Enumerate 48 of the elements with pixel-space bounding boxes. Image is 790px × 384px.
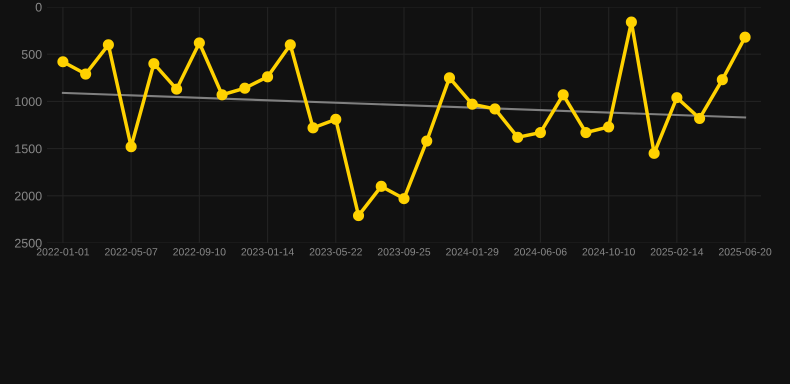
point [330, 114, 342, 125]
x-tick-label: 2024-01-29 [446, 248, 498, 256]
point [466, 98, 478, 110]
y-tick-label: 2500 [14, 238, 42, 248]
point [444, 72, 456, 84]
point [740, 32, 751, 43]
x-tick-label: 2024-06-06 [514, 248, 567, 256]
x-tick-label: 2024-10-10 [582, 248, 635, 256]
point [148, 58, 160, 70]
x-tick-label: 2022-01-01 [36, 248, 90, 256]
x-tick-label: 2022-09-10 [173, 248, 226, 256]
point [102, 39, 114, 50]
point [239, 82, 250, 94]
point [716, 74, 728, 86]
point [194, 37, 205, 48]
x-tick-label: 2025-06-20 [718, 248, 772, 256]
point [352, 210, 364, 222]
point [580, 126, 592, 138]
y-tick-label: 1000 [15, 97, 42, 106]
point [376, 180, 387, 192]
point [307, 122, 319, 134]
point [126, 141, 137, 152]
x-tick-label: 2023-01-14 [241, 248, 294, 256]
y-tick-label: 500 [22, 50, 42, 59]
y-tick-label: 0 [36, 2, 42, 12]
point [489, 103, 501, 115]
point [534, 126, 546, 138]
point [80, 68, 92, 80]
point [216, 89, 228, 100]
point [398, 193, 410, 204]
point [648, 148, 660, 159]
point [671, 92, 682, 104]
point [512, 132, 524, 143]
point [421, 135, 432, 147]
x-tick-label: 2023-09-25 [378, 248, 430, 256]
y-tick-label: 2000 [14, 192, 42, 200]
point [603, 121, 614, 132]
x-tick-label: 2023-05-22 [310, 248, 362, 256]
point [284, 39, 296, 50]
y-tick-label: 1500 [15, 144, 42, 154]
point [262, 71, 274, 82]
point [558, 89, 569, 100]
point [57, 56, 68, 68]
x-tick-label: 2022-05-07 [105, 248, 158, 256]
x-tick-label: 2025-02-14 [650, 248, 704, 256]
point [171, 84, 182, 95]
point [694, 112, 706, 124]
point [626, 16, 637, 28]
